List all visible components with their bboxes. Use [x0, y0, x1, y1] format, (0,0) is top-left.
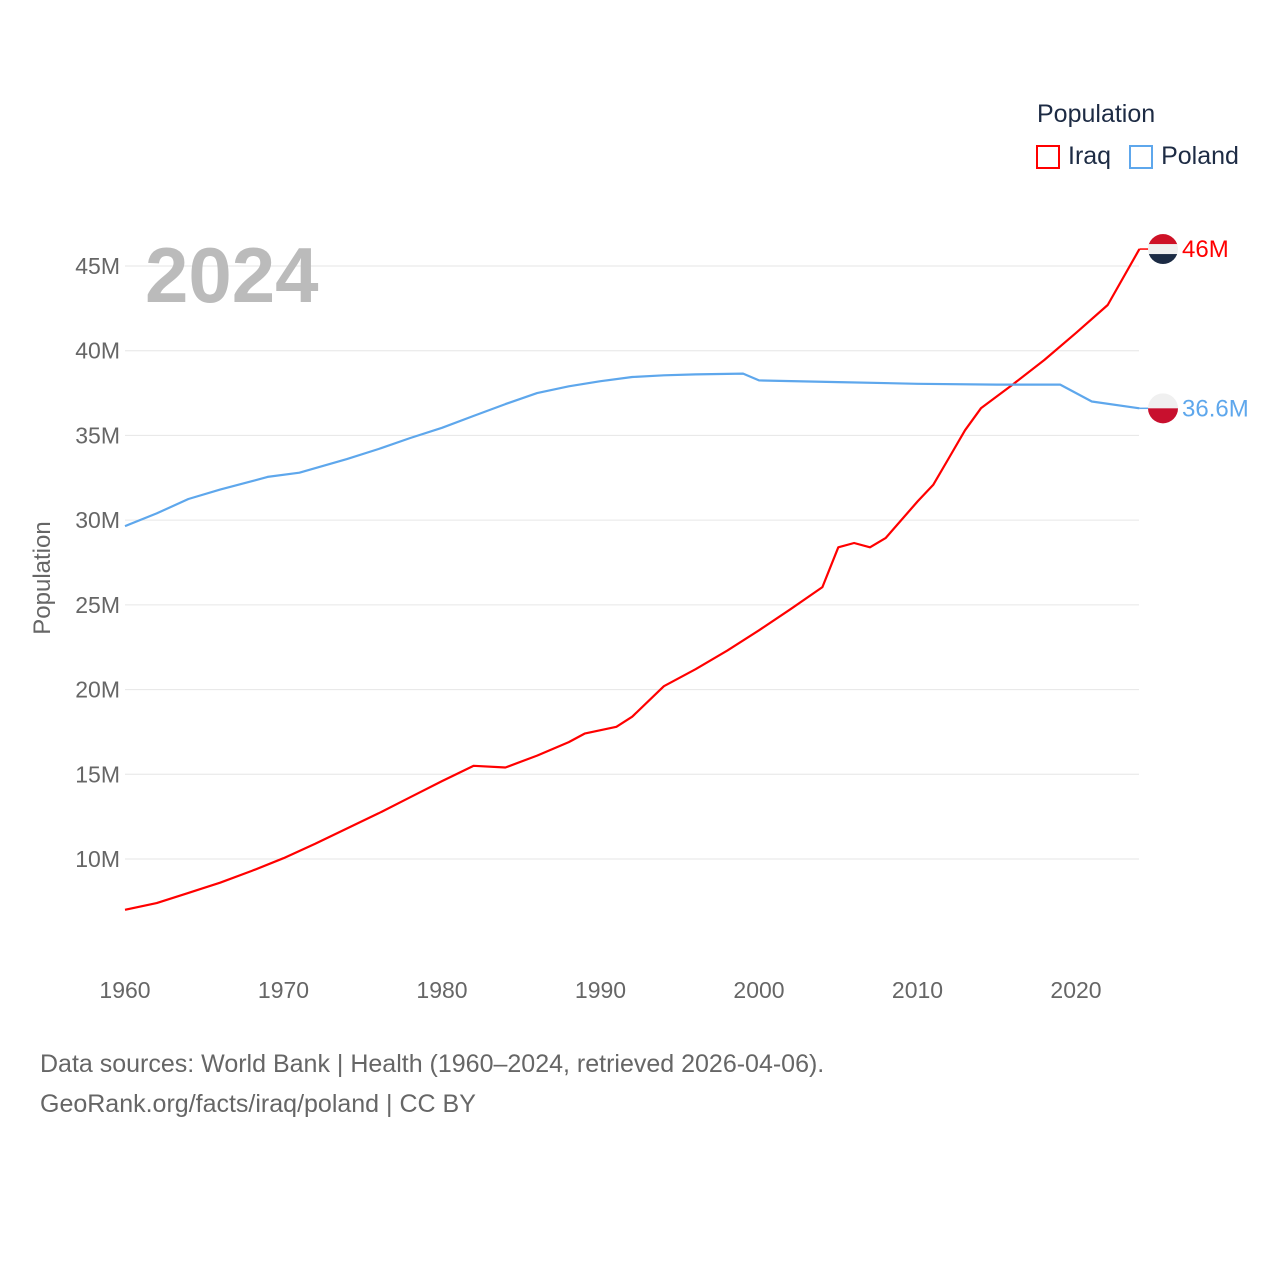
legend-label-iraq: Iraq — [1068, 142, 1112, 170]
x-tick-label: 1970 — [258, 977, 309, 1003]
y-axis-label: Population — [29, 521, 56, 634]
year-watermark: 2024 — [145, 231, 319, 319]
y-tick-label: 15M — [75, 761, 120, 787]
x-tick-label: 2010 — [892, 977, 943, 1003]
y-tick-label: 30M — [75, 507, 120, 533]
y-tick-label: 40M — [75, 338, 120, 364]
y-tick-label: 35M — [75, 422, 120, 448]
x-tick-label: 1980 — [416, 977, 467, 1003]
y-tick-label: 10M — [75, 846, 120, 872]
x-tick-label: 1990 — [575, 977, 626, 1003]
y-tick-label: 25M — [75, 592, 120, 618]
x-tick-label: 2000 — [733, 977, 784, 1003]
legend-swatch-poland — [1129, 144, 1154, 169]
flag-icon-poland — [1148, 393, 1178, 424]
x-tick-label: 2020 — [1050, 977, 1101, 1003]
y-tick-label: 20M — [75, 677, 120, 703]
end-label-poland: 36.6M — [1182, 395, 1249, 422]
legend-swatch-iraq — [1036, 144, 1060, 169]
series-line-iraq — [124, 248, 1141, 911]
legend-title: Population — [1037, 100, 1156, 128]
series-line-poland — [124, 372, 1140, 528]
legend-item-iraq[interactable]: Iraq — [1036, 142, 1111, 171]
x-tick-label: 1960 — [99, 977, 150, 1003]
y-tick-label: 45M — [75, 253, 120, 279]
flag-icon-iraq — [1148, 234, 1178, 265]
footer: Data sources: World Bank | Health (1960–… — [40, 1044, 824, 1124]
legend-item-poland[interactable]: Poland — [1129, 142, 1239, 171]
legend: Iraq Poland — [1036, 142, 1257, 171]
data-sources: Data sources: World Bank | Health (1960–… — [40, 1050, 825, 1078]
end-label-iraq: 46M — [1182, 236, 1229, 263]
attribution: GeoRank.org/facts/iraq/poland | CC BY — [40, 1090, 476, 1118]
legend-label-poland: Poland — [1161, 142, 1239, 170]
